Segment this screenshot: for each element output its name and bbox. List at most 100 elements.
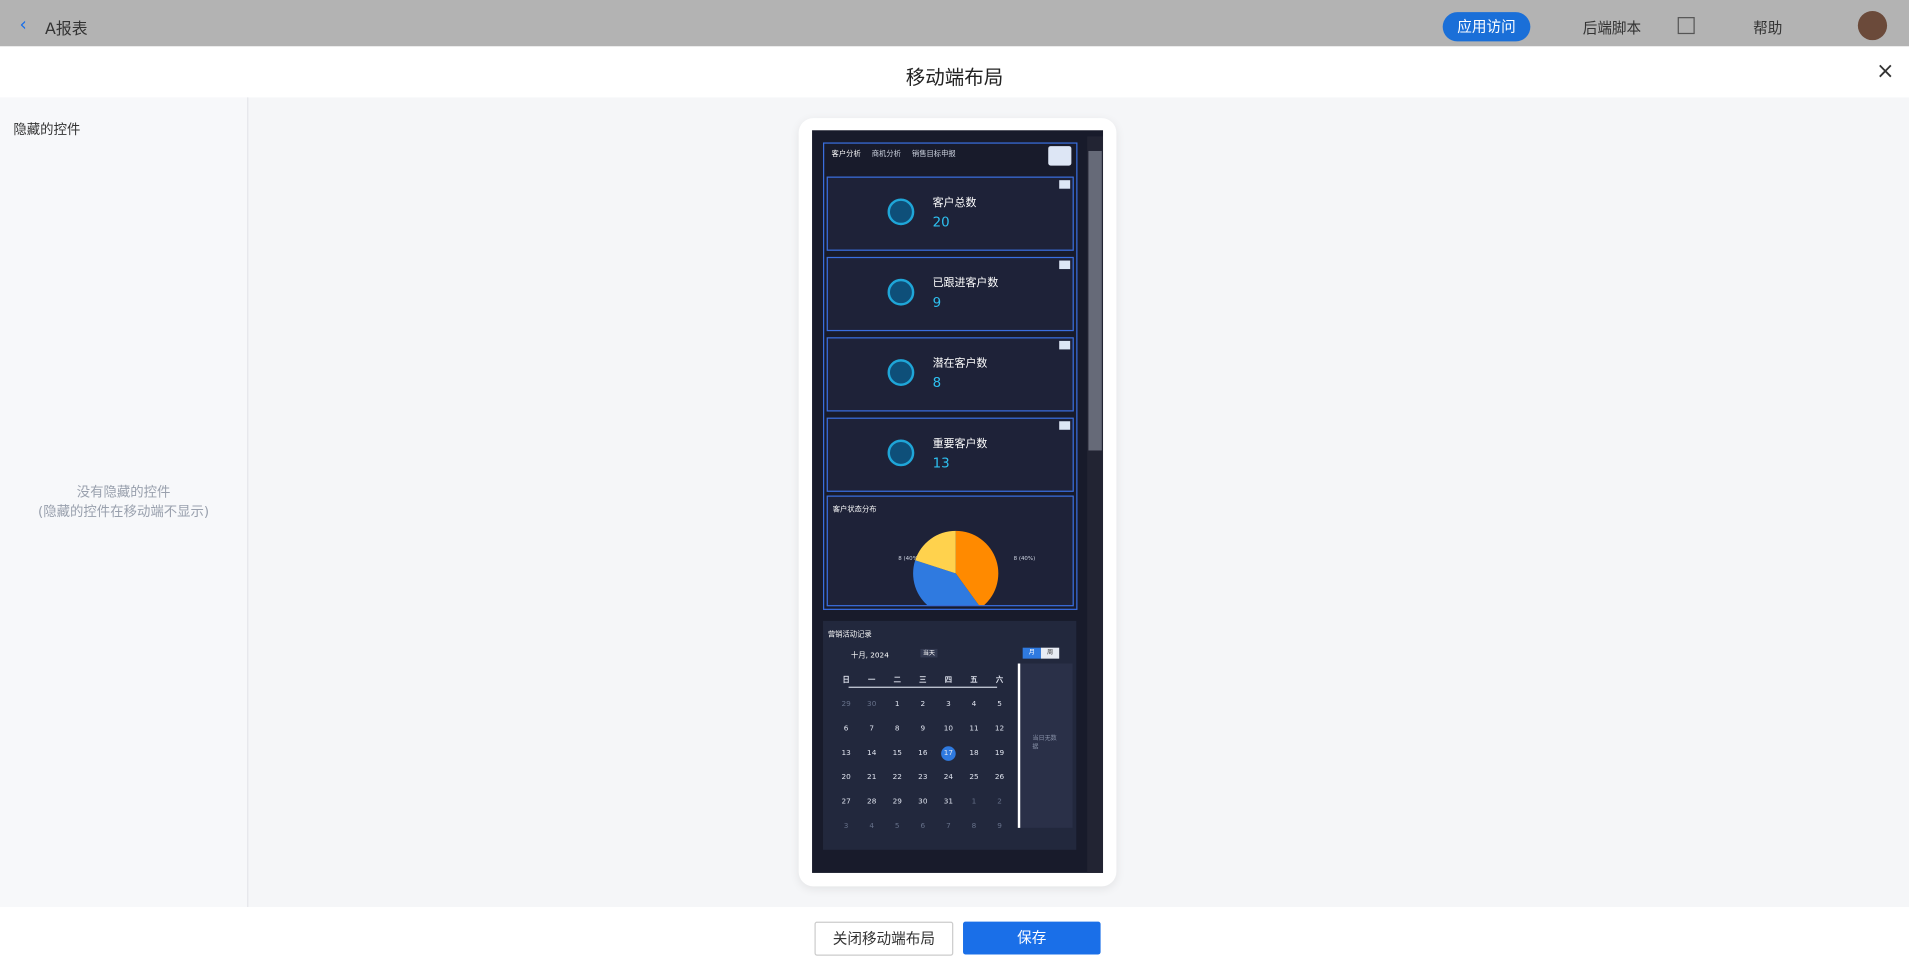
day[interactable]: 25 (969, 773, 979, 782)
avatar[interactable] (1857, 10, 1888, 41)
day[interactable]: 13 (841, 748, 851, 758)
pie-slice (913, 560, 979, 606)
week-view[interactable]: 周 (1040, 647, 1060, 659)
day[interactable]: 29 (841, 700, 851, 709)
kpi-label: 客户总数 (932, 197, 977, 210)
pie-chart: 8 (40%) 8 (40%) (898, 530, 1036, 606)
day[interactable]: 30 (867, 700, 877, 709)
day[interactable]: 26 (994, 773, 1005, 782)
close-icon[interactable]: × (1876, 58, 1895, 85)
close-layout-button[interactable]: 关闭移动端布局 (814, 921, 954, 956)
pie-title: 客户状态分布 (832, 505, 877, 514)
day[interactable]: 14 (867, 748, 877, 758)
empty-day: 当日无数据 (1032, 735, 1057, 752)
panel-title: 隐藏的控件 (13, 121, 81, 138)
day[interactable]: 3 (946, 700, 951, 709)
back-icon[interactable]: ‹ (19, 13, 27, 36)
day[interactable]: 20 (841, 773, 851, 782)
empty-hint: 没有隐藏的控件 (隐藏的控件在移动端不显示) (0, 483, 247, 522)
pie-label: 8 (40%) (1014, 556, 1036, 562)
day[interactable]: 10 (943, 724, 954, 733)
day[interactable]: 6 (920, 821, 926, 831)
day[interactable]: 28 (867, 797, 877, 806)
day[interactable]: 1 (971, 797, 977, 806)
day[interactable]: 1 (894, 700, 900, 709)
hide-toggle[interactable] (1048, 146, 1072, 166)
day[interactable]: 5 (997, 700, 1002, 709)
weekday: 三 (919, 675, 927, 685)
day[interactable]: 7 (946, 821, 951, 831)
back-title[interactable]: A报表 (45, 20, 88, 39)
hide-icon (1059, 421, 1071, 430)
day[interactable]: 9 (920, 724, 926, 733)
kpi-value: 20 (932, 214, 950, 231)
day[interactable]: 12 (994, 724, 1005, 733)
day-panel: 当日无数据 (1017, 663, 1073, 828)
weekday: 五 (970, 675, 978, 685)
day[interactable]: 22 (892, 773, 902, 782)
kpi-card: 潜在客户数 8 (826, 337, 1074, 412)
kpi-label: 潜在客户数 (932, 357, 988, 371)
weekday: 二 (893, 675, 901, 685)
pie-slice (915, 530, 956, 574)
icon[interactable] (1677, 17, 1695, 35)
day[interactable]: 7 (869, 724, 875, 733)
tab: 销售目标申报 (911, 149, 956, 159)
day[interactable]: 29 (892, 797, 902, 806)
save-button[interactable]: 保存 (963, 921, 1101, 955)
kpi-card: 已跟进客户数 9 (826, 256, 1074, 332)
divider (848, 686, 998, 688)
calendar-title: 营销活动记录 (827, 630, 872, 640)
day[interactable]: 3 (843, 821, 849, 831)
day[interactable]: 2 (997, 797, 1002, 806)
scroll-thumb[interactable] (1088, 150, 1102, 451)
day[interactable]: 2 (920, 700, 926, 709)
kpi-icon (887, 198, 915, 226)
backend-script[interactable]: 后端脚本 (1582, 19, 1642, 37)
day[interactable]: 11 (969, 724, 979, 733)
day[interactable]: 15 (892, 748, 902, 758)
day[interactable]: 9 (997, 821, 1002, 831)
day[interactable]: 18 (969, 748, 979, 758)
app-visit-button[interactable]: 应用访问 (1442, 12, 1531, 42)
help[interactable]: 帮助 (1753, 19, 1783, 37)
today-button[interactable]: 当天 (920, 648, 938, 658)
day[interactable]: 5 (894, 821, 900, 831)
empty-line: 没有隐藏的控件 (76, 484, 171, 501)
kpi-icon (887, 359, 915, 386)
kpi-value: 8 (932, 374, 942, 391)
pie-slice (955, 530, 999, 606)
day[interactable]: 8 (894, 724, 900, 733)
empty-line: (隐藏的控件在移动端不显示) (37, 504, 210, 520)
calendar-month: 十月, 2024 (851, 651, 889, 660)
weekday: 四 (944, 675, 953, 685)
day[interactable]: 16 (918, 748, 928, 758)
kpi-label: 已跟进客户数 (932, 277, 999, 290)
top-bar: ‹ A报表 应用访问 后端脚本 帮助 (0, 0, 1909, 47)
modal-title: 移动端布局 (905, 65, 1004, 89)
day[interactable]: 4 (869, 821, 875, 831)
pie-label: 8 (40%) (898, 556, 920, 562)
weekday: 六 (995, 675, 1004, 685)
kpi-label: 重要客户数 (932, 438, 988, 451)
day[interactable]: 21 (867, 773, 877, 782)
day[interactable]: 6 (843, 724, 849, 733)
day[interactable]: 30 (918, 797, 928, 806)
tab: 商机分析 (871, 149, 901, 159)
month-view[interactable]: 月 (1022, 647, 1041, 659)
kpi-value: 9 (932, 294, 942, 311)
day[interactable]: 31 (943, 797, 954, 806)
weekday: 一 (868, 675, 876, 685)
hidden-panel: 隐藏的控件 没有隐藏的控件 (隐藏的控件在移动端不显示) (0, 97, 249, 908)
day[interactable]: 8 (971, 821, 977, 831)
day[interactable]: 4 (971, 700, 977, 709)
day[interactable]: 17 (941, 746, 956, 761)
day[interactable]: 23 (918, 773, 928, 782)
day[interactable]: 24 (943, 773, 954, 782)
selected-group[interactable] (823, 142, 1078, 610)
hide-icon (1059, 180, 1071, 189)
day[interactable]: 19 (994, 748, 1005, 758)
day[interactable]: 27 (841, 797, 851, 806)
